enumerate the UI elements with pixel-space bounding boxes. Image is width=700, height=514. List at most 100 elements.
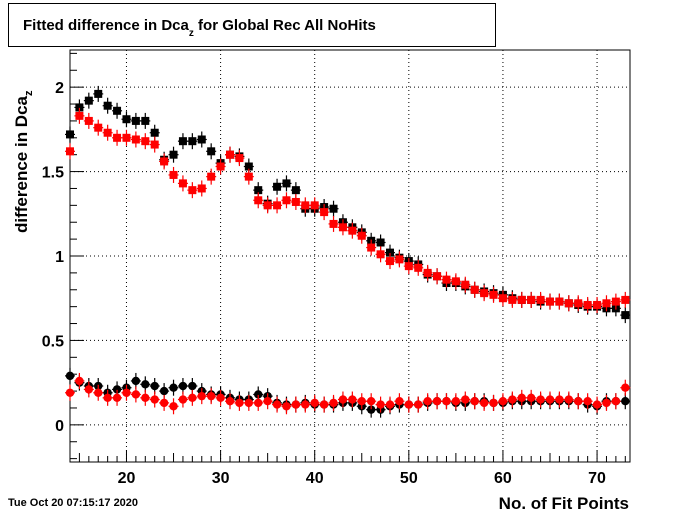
data-point <box>460 391 471 408</box>
data-point <box>121 384 132 401</box>
data-point <box>356 393 367 410</box>
data-point <box>337 391 348 408</box>
data-point <box>545 293 555 310</box>
data-point <box>497 393 508 410</box>
data-point <box>432 393 443 410</box>
data-point <box>130 386 141 403</box>
data-point <box>385 253 395 270</box>
data-point <box>187 389 198 406</box>
data-point <box>563 295 574 312</box>
data-point <box>554 293 565 310</box>
data-point <box>177 133 188 150</box>
data-point <box>65 384 75 401</box>
data-point <box>375 396 386 413</box>
data-point <box>375 246 386 263</box>
data-point <box>328 394 339 411</box>
data-point <box>403 258 414 275</box>
data-point <box>93 384 104 401</box>
data-point <box>516 389 527 406</box>
data-point <box>206 168 217 185</box>
data-point <box>394 393 405 410</box>
data-point <box>93 119 104 136</box>
data-point <box>366 393 377 410</box>
data-point <box>102 389 113 406</box>
data-point <box>385 396 395 413</box>
data-point <box>319 396 330 413</box>
data-point <box>83 381 94 398</box>
data-point <box>526 389 537 406</box>
data-point <box>168 379 179 396</box>
x-tick-label: 60 <box>494 470 512 487</box>
data-point <box>450 393 461 410</box>
x-tick-label: 70 <box>588 470 606 487</box>
data-point <box>168 166 179 183</box>
data-point <box>225 146 235 163</box>
data-point <box>187 133 198 150</box>
data-point <box>620 379 631 396</box>
data-point <box>206 388 217 405</box>
data-point <box>554 391 565 408</box>
data-point <box>65 143 75 160</box>
data-point <box>102 97 113 114</box>
data-point <box>121 129 132 146</box>
data-point <box>262 393 273 410</box>
data-point <box>290 396 301 413</box>
timestamp: Tue Oct 20 07:15:17 2020 <box>8 497 139 509</box>
data-point <box>469 281 480 298</box>
data-point <box>130 131 141 148</box>
y-tick-label: 0 <box>55 418 64 435</box>
data-point <box>507 291 518 308</box>
data-point <box>563 391 574 408</box>
data-point <box>592 396 603 413</box>
y-tick-label: 1.5 <box>42 165 64 182</box>
data-point <box>328 200 339 217</box>
data-point <box>290 193 301 210</box>
data-point <box>479 285 490 302</box>
data-point <box>620 393 631 410</box>
y-axis-label: difference in Dcaz <box>12 90 35 233</box>
data-point <box>281 192 292 209</box>
data-point <box>356 227 367 244</box>
data-point <box>319 204 330 221</box>
data-point <box>215 158 226 175</box>
data-point <box>422 393 433 410</box>
data-point <box>592 296 603 313</box>
data-point <box>140 376 151 393</box>
data-point <box>610 393 621 410</box>
data-point <box>601 295 612 312</box>
data-point <box>545 391 555 408</box>
data-point <box>526 291 537 308</box>
data-point <box>272 197 283 214</box>
data-point <box>403 396 414 413</box>
data-point <box>234 150 245 167</box>
data-point <box>196 180 207 197</box>
data-point <box>65 367 75 384</box>
data-point <box>479 394 490 411</box>
data-point <box>74 372 85 389</box>
data-point <box>225 393 235 410</box>
data-point <box>620 291 631 308</box>
data-point <box>309 197 320 214</box>
data-point <box>177 391 188 408</box>
data-point <box>177 378 188 395</box>
data-point <box>243 168 254 185</box>
data-point <box>347 391 358 408</box>
x-tick-label: 40 <box>306 470 324 487</box>
data-point <box>394 251 405 268</box>
data-point <box>309 394 320 411</box>
data-point <box>243 394 254 411</box>
data-point <box>140 389 151 406</box>
data-point <box>65 126 75 143</box>
axis-ticks: 20 30 40 50 60 70 0 0.5 1 1.5 2 <box>42 52 626 487</box>
data-point <box>187 182 198 199</box>
data-point <box>206 143 217 160</box>
title-box: Fitted difference in Dcaz for Global Rec… <box>8 3 496 47</box>
x-tick-label: 30 <box>212 470 230 487</box>
data-point <box>441 393 452 410</box>
data-point <box>281 175 292 192</box>
data-points <box>65 85 631 418</box>
y-tick-label: 1 <box>55 249 64 266</box>
data-point <box>300 197 311 214</box>
data-point <box>441 271 452 288</box>
